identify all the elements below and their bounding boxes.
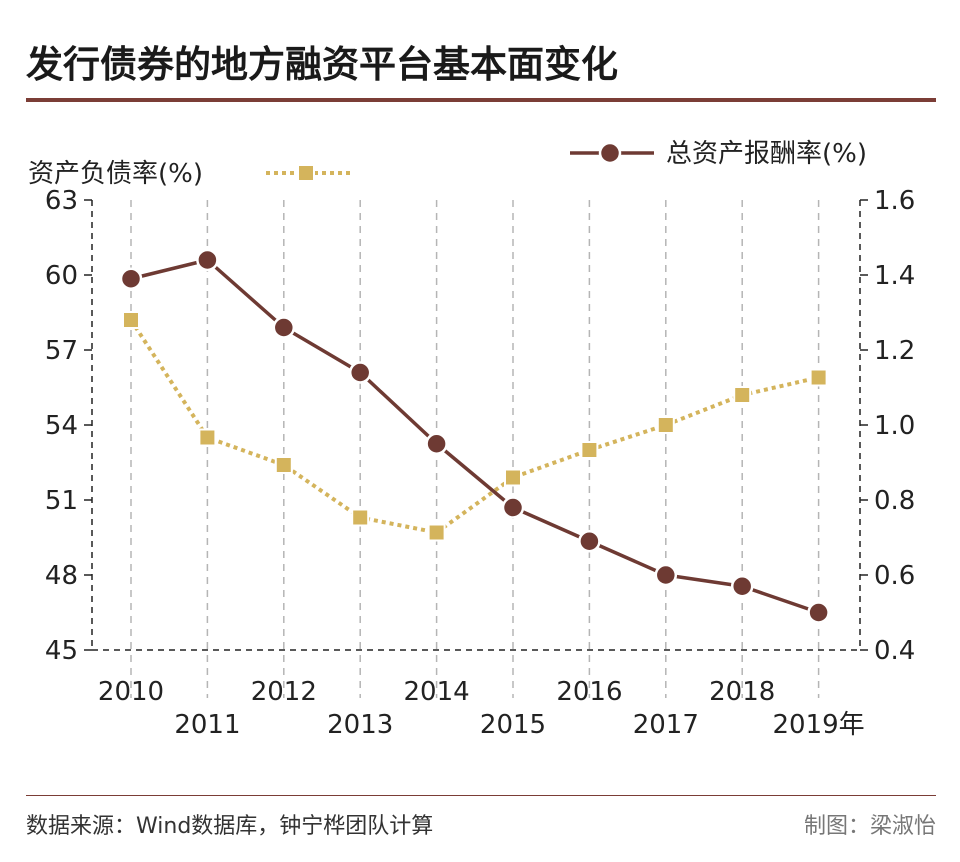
debt-ratio-point xyxy=(427,523,446,542)
chart-title: 发行债券的地方融资平台基本面变化 xyxy=(26,43,618,86)
y-left-tick-label: 45 xyxy=(45,636,78,666)
y-left-tick-label: 54 xyxy=(45,411,78,441)
debt-ratio-point xyxy=(122,311,140,329)
legend-marker-debt-ratio xyxy=(297,164,315,182)
roa-point xyxy=(119,267,143,290)
x-tick-label: 2016 xyxy=(556,677,622,707)
y-left-tick-label: 63 xyxy=(45,186,78,216)
debt-ratio-point xyxy=(809,368,828,387)
x-tick-label: 2018 xyxy=(709,677,775,707)
y-right-tick-label: 1.2 xyxy=(874,336,915,366)
y-right-tick-label: 0.8 xyxy=(874,486,915,516)
y-right-tick-label: 1.6 xyxy=(874,186,915,216)
roa-point xyxy=(196,248,219,272)
roa-point xyxy=(272,316,296,339)
x-tick-label: 2015 xyxy=(480,710,546,740)
debt-ratio-point xyxy=(198,428,217,447)
x-tick-label: 2019年 xyxy=(773,710,865,740)
debt-ratio-line xyxy=(129,318,820,535)
debt-ratio-point xyxy=(504,468,522,487)
legend-label-debt-ratio: 资产负债率(%) xyxy=(28,159,203,189)
roa-point xyxy=(807,601,830,624)
legend-label-roa: 总资产报酬率(%) xyxy=(666,139,867,169)
roa-point xyxy=(425,432,448,455)
debt-ratio-point xyxy=(351,508,370,527)
debt-ratio-point xyxy=(656,416,675,434)
source-note: 数据来源：Wind数据库，钟宁桦团队计算 xyxy=(26,814,434,839)
x-tick-label: 2012 xyxy=(251,677,317,707)
legend-marker-roa xyxy=(598,141,622,165)
roa-line xyxy=(130,258,820,615)
roa-point xyxy=(578,530,601,553)
y-right-tick-label: 0.4 xyxy=(874,636,915,666)
x-tick-label: 2013 xyxy=(327,710,393,740)
chart-plot: 45 48 51 54 57 60 63 0.4 0.6 0.8 1.0 1.2 1.4 1.6 2010 2… xyxy=(28,139,915,740)
debt-ratio-point xyxy=(733,386,752,404)
roa-point xyxy=(654,563,678,587)
y-left-tick-label: 51 xyxy=(45,486,78,516)
x-tick-label: 2011 xyxy=(174,710,240,740)
x-tick-label: 2010 xyxy=(98,677,164,707)
y-right-tick-label: 1.4 xyxy=(874,261,915,291)
title-divider xyxy=(26,98,936,102)
x-tick-label: 2017 xyxy=(633,710,699,740)
roa-point xyxy=(501,496,525,519)
footer-divider xyxy=(26,795,936,796)
credit-note: 制图：梁淑怡 xyxy=(803,814,936,839)
y-left-tick-label: 60 xyxy=(45,261,78,291)
roa-point xyxy=(730,575,754,598)
y-left-tick-label: 57 xyxy=(45,336,78,366)
y-right-tick-label: 0.6 xyxy=(874,561,915,591)
debt-ratio-point xyxy=(274,456,293,474)
debt-ratio-point xyxy=(580,441,599,459)
x-tick-label: 2014 xyxy=(404,677,470,707)
y-left-tick-label: 48 xyxy=(45,561,78,591)
roa-point xyxy=(348,361,372,384)
y-right-tick-label: 1.0 xyxy=(874,411,915,441)
